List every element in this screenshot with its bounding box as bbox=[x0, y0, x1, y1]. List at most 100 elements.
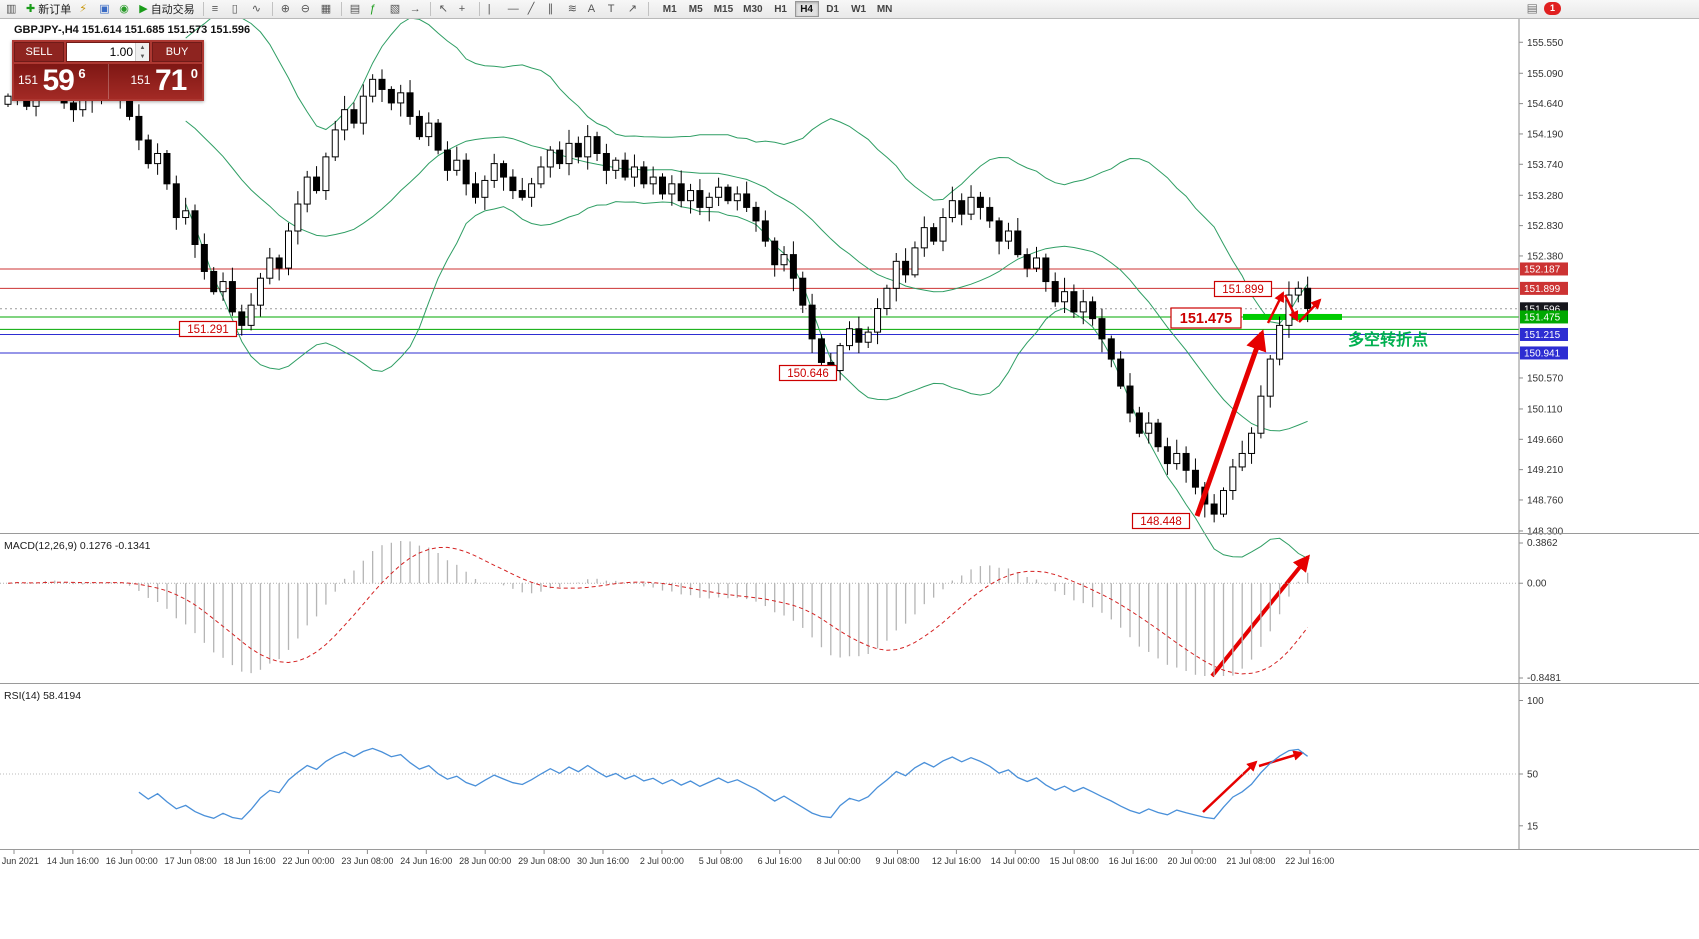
horizontal-line-icon[interactable]: ― bbox=[505, 1, 523, 17]
sell-button[interactable]: SELL bbox=[14, 42, 64, 62]
trend-arrow-macd[interactable] bbox=[1210, 554, 1311, 678]
timeframe-H4[interactable]: H4 bbox=[794, 1, 819, 17]
svg-text:148.448: 148.448 bbox=[1140, 516, 1182, 528]
templates-icon-glyph: ▧ bbox=[389, 3, 401, 15]
one-click-trade-panel: SELL ▲ ▼ BUY 151 59 6 151 71 0 bbox=[12, 40, 204, 101]
sell-price[interactable]: 151 59 6 bbox=[14, 64, 108, 99]
price-label-box[interactable]: 148.448 bbox=[1131, 512, 1191, 530]
alerts-icon-glyph: ◉ bbox=[119, 3, 129, 15]
autotrading-button[interactable]: ▶ 自动交易 bbox=[136, 1, 197, 17]
toolbar-separator bbox=[340, 2, 342, 16]
data-window-icon[interactable]: ▣ bbox=[96, 1, 114, 17]
sell-price-prefix: 151 bbox=[18, 73, 39, 87]
crosshair-icon[interactable]: + bbox=[456, 1, 474, 17]
y-axis-tick: 152.830 bbox=[1527, 221, 1564, 232]
arrows-icon[interactable]: ↗ bbox=[625, 1, 643, 17]
bar-chart-icon[interactable]: ≡ bbox=[209, 1, 227, 17]
y-axis-tick: 154.640 bbox=[1527, 99, 1564, 110]
svg-text:50: 50 bbox=[1527, 770, 1539, 781]
line-chart-icon-glyph: ∿ bbox=[251, 3, 261, 15]
lot-up-icon[interactable]: ▲ bbox=[136, 43, 149, 52]
templates-icon[interactable]: ▧ bbox=[387, 1, 405, 17]
notification-badge[interactable]: 1 bbox=[1544, 1, 1561, 15]
trend-arrow-rsi[interactable] bbox=[1258, 750, 1304, 768]
timeframe-M30[interactable]: M30 bbox=[739, 1, 766, 17]
svg-text:2 Jul 00:00: 2 Jul 00:00 bbox=[640, 856, 684, 866]
channel-icon[interactable]: ∥ bbox=[545, 1, 563, 17]
panel-icon[interactable]: ▤ bbox=[1526, 1, 1538, 15]
svg-text:14 Jul 00:00: 14 Jul 00:00 bbox=[991, 856, 1040, 866]
cursor-icon[interactable]: ↖ bbox=[436, 1, 454, 17]
lot-down-icon[interactable]: ▼ bbox=[136, 52, 149, 61]
text-icon-glyph: A bbox=[587, 3, 596, 15]
y-axis-tick: 148.300 bbox=[1527, 526, 1564, 537]
zoom-in-icon[interactable]: ⊕ bbox=[278, 1, 296, 17]
macd-label: MACD(12,26,9) 0.1276 -0.1341 bbox=[4, 540, 151, 552]
alerts-icon[interactable]: ◉ bbox=[116, 1, 134, 17]
autotrading-button-glyph: ▶ bbox=[139, 3, 148, 15]
data-window-icon-glyph: ▣ bbox=[99, 3, 110, 15]
trendline-icon-glyph: ╱ bbox=[527, 3, 535, 15]
new-order-button[interactable]: ✚ 新订单 bbox=[23, 1, 74, 17]
lot-size-input[interactable] bbox=[67, 43, 135, 61]
svg-text:150.941: 150.941 bbox=[1524, 348, 1561, 359]
y-axis-tick: 153.280 bbox=[1527, 191, 1564, 202]
svg-text:150.646: 150.646 bbox=[787, 368, 829, 380]
toolbar-separator bbox=[647, 2, 649, 16]
toolbar-separator bbox=[271, 2, 273, 16]
buy-price[interactable]: 151 71 0 bbox=[107, 64, 203, 99]
svg-text:17 Jun 08:00: 17 Jun 08:00 bbox=[165, 856, 217, 866]
price-label-box[interactable]: 151.899 bbox=[1213, 280, 1273, 298]
svg-text:29 Jun 08:00: 29 Jun 08:00 bbox=[518, 856, 570, 866]
timeframe-D1[interactable]: D1 bbox=[821, 1, 845, 17]
timeframe-MN[interactable]: MN bbox=[873, 1, 897, 17]
svg-text:14 Jun 16:00: 14 Jun 16:00 bbox=[47, 856, 99, 866]
toolbar-icons: ▥ ✚ 新订单 ⚡ ▣ ◉ ▶ 自动交易 ≡ ▯ ∿ ⊕ ⊖ ▦ ▤ ƒ ▧ → ↖ + | ― ╱ ∥ ≋ A T ↗ bbox=[2, 0, 653, 18]
time-axis[interactable]: 14 Jun 2021 14 Jun 16:00 16 Jun 00:00 17 Ju… bbox=[0, 850, 1334, 866]
timeframe-M5[interactable]: M5 bbox=[684, 1, 708, 17]
tile-windows-icon[interactable]: ▦ bbox=[318, 1, 336, 17]
zoom-out-icon[interactable]: ⊖ bbox=[298, 1, 316, 17]
price-label-box[interactable]: 150.646 bbox=[778, 364, 838, 382]
svg-text:151.475: 151.475 bbox=[1524, 312, 1561, 323]
arrange-windows-icon[interactable]: ▤ bbox=[347, 1, 365, 17]
text-icon[interactable]: A bbox=[585, 1, 603, 17]
price-label-box[interactable]: 151.291 bbox=[178, 320, 238, 338]
axis-price-box: 151.215 bbox=[1520, 327, 1568, 341]
timeframe-M1[interactable]: M1 bbox=[658, 1, 682, 17]
indicators-icon[interactable]: ƒ bbox=[367, 1, 385, 17]
timeframe-W1[interactable]: W1 bbox=[847, 1, 871, 17]
sell-price-big: 59 bbox=[42, 64, 74, 97]
timeframe-H1[interactable]: H1 bbox=[769, 1, 793, 17]
turning-point-label[interactable]: 多空转折点 bbox=[1348, 330, 1428, 349]
zoom-in-icon-glyph: ⊕ bbox=[280, 3, 290, 15]
svg-text:28 Jun 00:00: 28 Jun 00:00 bbox=[459, 856, 511, 866]
chart-shift-icon[interactable]: → bbox=[407, 1, 425, 17]
charts-window-icon[interactable]: ▥ bbox=[3, 1, 21, 17]
vertical-line-icon[interactable]: | bbox=[485, 1, 503, 17]
candlestick-chart-icon[interactable]: ▯ bbox=[229, 1, 247, 17]
fibonacci-icon[interactable]: ≋ bbox=[565, 1, 583, 17]
y-axis-tick: 150.110 bbox=[1527, 404, 1563, 415]
price-label-box[interactable]: 151.475 bbox=[1170, 307, 1242, 329]
axis-price-box: 152.187 bbox=[1520, 262, 1568, 276]
toolbar-separator bbox=[429, 2, 431, 16]
trendline-icon[interactable]: ╱ bbox=[525, 1, 543, 17]
svg-text:152.187: 152.187 bbox=[1524, 264, 1561, 275]
label-icon[interactable]: T bbox=[605, 1, 623, 17]
market-watch-icon[interactable]: ⚡ bbox=[76, 1, 94, 17]
y-axis-tick: 155.090 bbox=[1527, 69, 1564, 80]
buy-button[interactable]: BUY bbox=[152, 42, 202, 62]
timeframe-M15[interactable]: M15 bbox=[710, 1, 737, 17]
y-axis-tick: 150.570 bbox=[1527, 373, 1564, 384]
line-chart-icon[interactable]: ∿ bbox=[249, 1, 267, 17]
trend-arrow-rsi[interactable] bbox=[1202, 760, 1258, 813]
support-bar[interactable] bbox=[1243, 313, 1342, 320]
trend-arrow-main[interactable] bbox=[1298, 298, 1322, 323]
trend-arrow-main[interactable] bbox=[1283, 294, 1299, 322]
bollinger-middle bbox=[185, 120, 1308, 432]
trend-arrow-main[interactable] bbox=[1266, 291, 1285, 324]
trend-arrow-main[interactable] bbox=[1194, 329, 1267, 517]
